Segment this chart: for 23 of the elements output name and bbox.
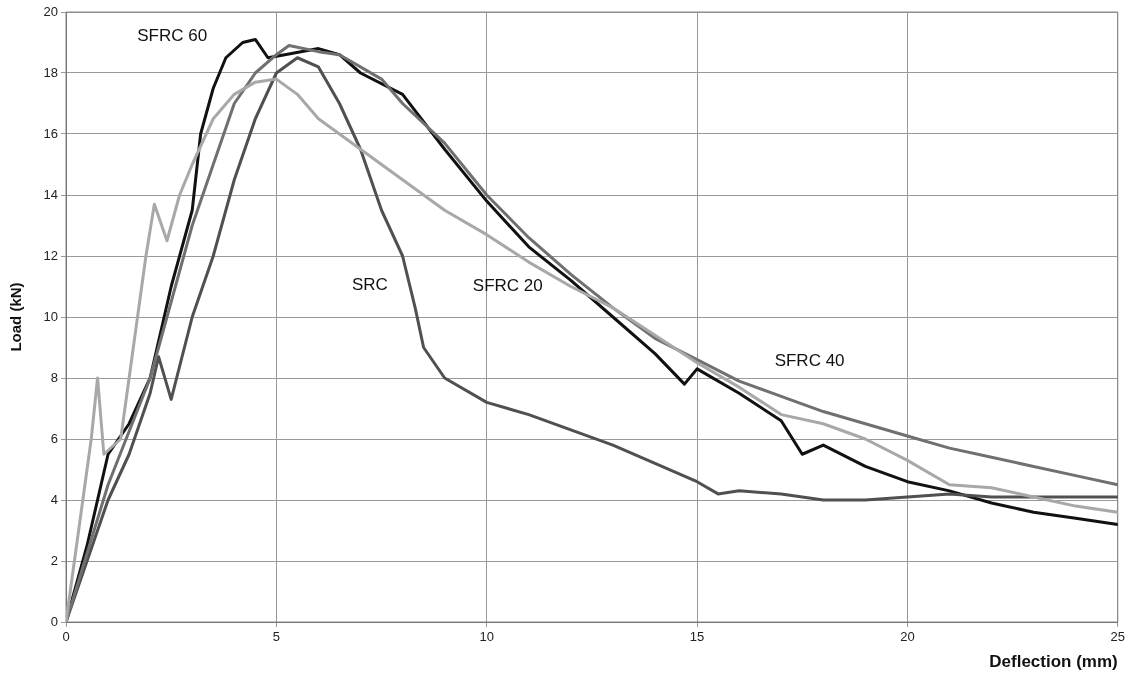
x-axis-title: Deflection (mm) <box>989 652 1118 672</box>
y-tick-label: 6 <box>50 430 58 446</box>
y-tick-label: 20 <box>43 3 58 19</box>
y-tick-label: 14 <box>43 186 58 202</box>
y-tick-label: 10 <box>43 308 58 324</box>
x-tick-label: 5 <box>272 629 280 645</box>
x-tick-label: 0 <box>62 629 70 645</box>
y-tick-label: 4 <box>50 491 58 507</box>
y-tick-label: 16 <box>43 125 58 141</box>
y-tick-label: 8 <box>50 369 58 385</box>
y-tick-label: 0 <box>50 613 58 629</box>
x-tick-label: 15 <box>689 629 705 645</box>
series-label: SFRC 60 <box>137 26 208 46</box>
x-tick-label: 10 <box>479 629 494 645</box>
y-axis-title: Load (kN) <box>7 282 25 352</box>
series-label: SRC <box>352 274 388 294</box>
series-label: SFRC 20 <box>472 276 543 296</box>
x-tick-label: 20 <box>900 629 915 645</box>
series-label: SFRC 40 <box>774 350 845 370</box>
y-tick-label: 12 <box>43 247 58 263</box>
x-tick-label: 25 <box>1110 629 1125 645</box>
y-tick-label: 2 <box>50 552 58 568</box>
y-tick-label: 18 <box>43 64 58 80</box>
